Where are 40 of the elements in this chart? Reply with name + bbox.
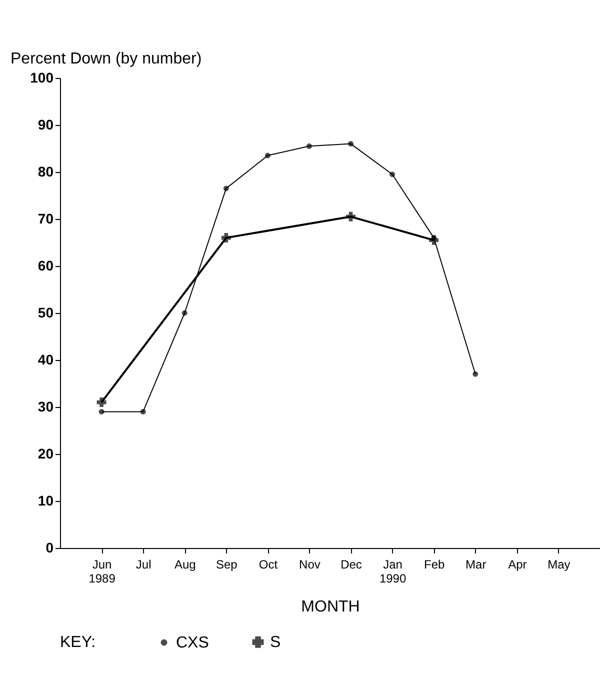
y-tick-label: 70: [38, 210, 54, 226]
x-axis-title: MONTH: [301, 598, 360, 616]
point: [96, 398, 106, 408]
point: [346, 212, 356, 222]
x-tick-label: Aug: [174, 558, 196, 572]
y-tick-label: 90: [38, 116, 54, 132]
y-tick-label: 40: [38, 352, 54, 368]
legend-label: S: [270, 634, 281, 652]
y-tick-label: 80: [38, 164, 54, 180]
x-tick-label: Oct: [258, 558, 278, 572]
x-tick-label: Dec: [340, 558, 362, 572]
y-tick-label: 50: [38, 304, 54, 320]
y-axis-title: Percent Down (by number): [10, 50, 202, 68]
y-tick-label: 0: [46, 540, 54, 556]
x-tick-label: Jan 1990: [379, 558, 406, 586]
point: [390, 172, 396, 178]
x-tick-label: Sep: [216, 558, 238, 572]
point: [348, 141, 354, 147]
y-tick-label: 60: [38, 258, 54, 274]
point: [140, 408, 146, 414]
y-tick-label: 100: [30, 70, 54, 86]
x-tick-label: Apr: [508, 558, 527, 572]
y-tick-label: 20: [38, 446, 54, 462]
point: [223, 186, 229, 192]
x-tick-label: Jul: [136, 558, 152, 572]
x-tick-label: Mar: [466, 558, 486, 572]
point: [221, 233, 231, 243]
point: [98, 408, 104, 414]
x-tick-label: Nov: [299, 558, 320, 572]
legend-title: KEY:: [60, 634, 96, 651]
x-tick-label: Feb: [424, 558, 446, 572]
y-tick-label: 10: [38, 492, 54, 508]
y-tick-label: 30: [38, 398, 54, 414]
point: [472, 371, 478, 377]
point: [306, 143, 312, 149]
point: [264, 152, 270, 158]
legend-label: CXS: [176, 634, 209, 652]
point: [182, 310, 188, 316]
x-tick-label: Jun 1989: [88, 558, 116, 586]
x-tick-label: May: [548, 558, 570, 572]
